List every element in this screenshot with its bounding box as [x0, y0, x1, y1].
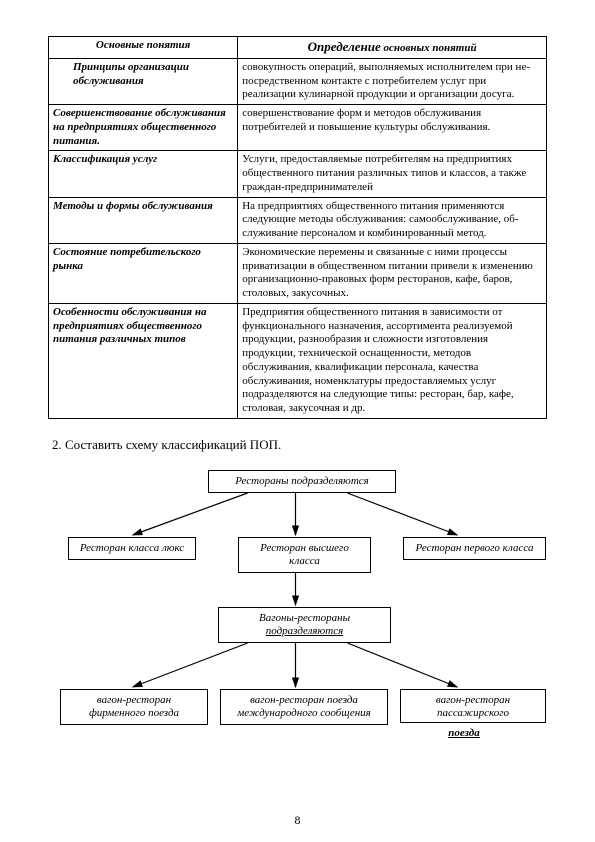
node-b3: вагон-ресторан пассажирского	[400, 689, 546, 723]
node-a3: Ресторан первого класса	[403, 537, 546, 560]
flowchart: Рестораны подразделяются Ресторан класса…	[48, 465, 547, 805]
term-cell: Особенности обслуживания на предприятиях…	[49, 303, 238, 418]
table-row: Особенности обслуживания на предприятиях…	[49, 303, 547, 418]
table-row: Методы и формы обслуживания На предприят…	[49, 197, 547, 243]
node-a2: Ресторан высшего класса	[238, 537, 371, 573]
node-root2-l1: Вагоны-рестораны	[259, 612, 350, 624]
def-cell: Экономические перемены и связанные с ним…	[238, 243, 547, 303]
task-text: 2. Составить схему классификаций ПОП.	[52, 437, 547, 453]
term-cell: Методы и формы обслуживания	[49, 197, 238, 243]
node-b3-extra: поезда	[400, 727, 528, 739]
def-cell: Услуги, предоставляемые потребителям на …	[238, 151, 547, 197]
node-root2-l2: подразделяются	[266, 625, 343, 637]
node-b3-l2: пассажирского	[437, 707, 509, 719]
node-b1: вагон-ресторан фирменного поезда	[60, 689, 208, 725]
table-row: Совершенствование обслуживания на предпр…	[49, 105, 547, 151]
def-cell: На предприятиях общественного питания пр…	[238, 197, 547, 243]
node-root1: Рестораны подразделяются	[208, 470, 396, 493]
def-cell: совокупность операций, выполняемых испол…	[238, 58, 547, 104]
term-cell: Классификация услуг	[49, 151, 238, 197]
term-cell: Состояние потребительского рынка	[49, 243, 238, 303]
node-a1: Ресторан класса люкс	[68, 537, 196, 560]
term-cell: Совершенствование обслуживания на предпр…	[49, 105, 238, 151]
table-row: Состояние потребительского рынка Предпри…	[49, 243, 547, 303]
table-row: Принципы организации обслуживания совоку…	[49, 58, 547, 104]
node-b3-l1: вагон-ресторан	[436, 694, 510, 706]
definitions-table: Основные понятия Определение основных по…	[48, 36, 547, 419]
node-b2: вагон-ресторан поезда международного соо…	[220, 689, 388, 725]
term-cell: Принципы организации обслуживания	[49, 58, 238, 104]
def-cell: совершенствование форм и методов обслужи…	[238, 105, 547, 151]
th-def: Определение основных понятийОпределение …	[238, 37, 547, 59]
table-row: Классификация услуг Услуги, предоставляе…	[49, 151, 547, 197]
th-term: Основные понятия	[49, 37, 238, 59]
node-root2: Вагоны-рестораны подразделяются	[218, 607, 391, 643]
def-cell: Предприятия общественного питания в зави…	[238, 303, 547, 418]
page-number: 8	[0, 813, 595, 828]
